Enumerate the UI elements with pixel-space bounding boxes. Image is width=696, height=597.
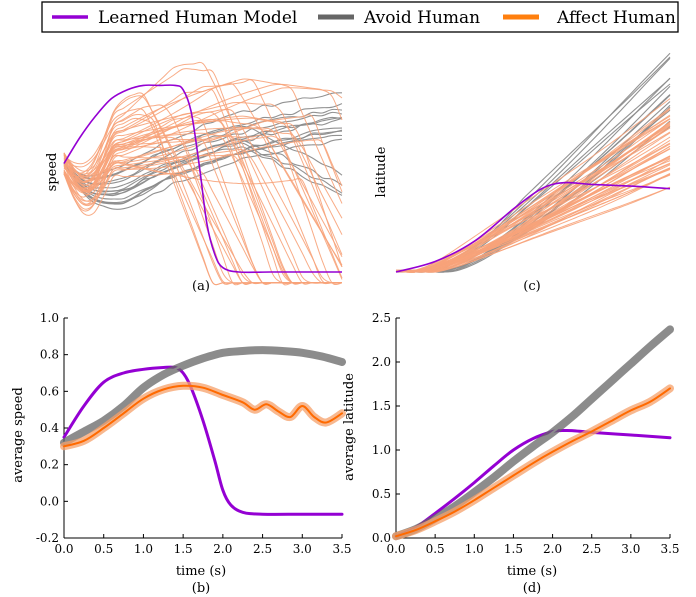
affect-trajectory bbox=[396, 172, 671, 273]
affect-trajectory bbox=[395, 115, 671, 272]
avoid-trajectory bbox=[396, 56, 671, 273]
panel-c-learned-line bbox=[395, 181, 671, 273]
affect-trajectory bbox=[63, 135, 343, 286]
panel-d-x-tick-label: 2.0 bbox=[543, 542, 562, 556]
affect-trajectory bbox=[63, 83, 343, 212]
avoid-trajectory bbox=[395, 77, 671, 272]
panel-d-band-avoid-human bbox=[392, 325, 674, 541]
panel-a-trajectories bbox=[63, 61, 343, 286]
panel-b-x-tick-label: 3.5 bbox=[332, 542, 351, 556]
legend: Learned Human Model Avoid Human Affect H… bbox=[41, 1, 679, 33]
affect-trajectory bbox=[396, 136, 671, 273]
affect-trajectory bbox=[63, 78, 343, 204]
avoid-trajectory bbox=[395, 126, 671, 273]
affect-trajectory bbox=[63, 137, 342, 285]
panel-d-x-tick-label: 3.0 bbox=[621, 542, 640, 556]
panel-d-y-tick-label: 2.5 bbox=[372, 311, 391, 325]
panel-d-line-affect-human bbox=[395, 387, 671, 538]
avoid-trajectory bbox=[63, 139, 343, 195]
panel-c-trajectories bbox=[395, 52, 671, 273]
panel-d: 0.0 0.5 1.0 1.5 2.0 2.5 0.0 0.5 1.0 1.5 2.0 2.5 3.0 3… bbox=[342, 311, 680, 596]
panel-b-y-tick-label: -0.2 bbox=[36, 531, 59, 545]
panel-d-xlabel: time (s) bbox=[507, 564, 557, 579]
affect-trajectory bbox=[396, 186, 671, 273]
panel-d-x-tick-label: 1.5 bbox=[504, 542, 523, 556]
avoid-trajectory bbox=[395, 57, 671, 272]
panel-b-xlabel: time (s) bbox=[176, 564, 226, 579]
panel-b-y-tick-label: 0.8 bbox=[40, 348, 59, 362]
affect-trajectory bbox=[395, 156, 671, 273]
panel-d-y-tick-label: 2.0 bbox=[372, 355, 391, 369]
affect-trajectory bbox=[63, 79, 343, 280]
panel-d-y-tick-label: 0.5 bbox=[372, 487, 391, 501]
panel-b-x-tick-label: 0.0 bbox=[54, 542, 73, 556]
panel-d-y-tick-label: 1.0 bbox=[372, 443, 391, 457]
avoid-trajectory bbox=[396, 94, 671, 273]
panel-d-x-tick-label: 3.5 bbox=[660, 542, 679, 556]
panel-b-y-tick-label: 0.4 bbox=[40, 421, 59, 435]
panel-b-x-tick-label: 0.5 bbox=[94, 542, 113, 556]
panel-d-x-tick-label: 1.0 bbox=[465, 542, 484, 556]
affect-trajectory bbox=[63, 120, 343, 266]
affect-trajectory bbox=[395, 169, 671, 273]
panel-d-x-tick-label: 2.5 bbox=[582, 542, 601, 556]
avoid-trajectory bbox=[63, 116, 343, 192]
affect-trajectory bbox=[63, 126, 343, 219]
panel-a: speed (a) bbox=[45, 61, 343, 294]
panel-d-x-tick-label: 0.0 bbox=[386, 542, 405, 556]
panel-a-learned-line bbox=[63, 84, 342, 274]
panel-b-x-tick-label: 2.5 bbox=[253, 542, 272, 556]
panel-d-caption: (d) bbox=[523, 581, 541, 596]
panel-b-y-tick-label: 0.6 bbox=[40, 384, 59, 398]
panel-b-series bbox=[60, 346, 346, 516]
affect-trajectory bbox=[396, 142, 671, 273]
panel-b-ylabel: average speed bbox=[11, 387, 26, 483]
panel-b: -0.20.00.20.40.60.81.00.0 0.5 1.0 1.5 2.0 2.5… bbox=[11, 311, 352, 596]
legend-box bbox=[41, 1, 679, 33]
legend-label-avoid: Avoid Human bbox=[363, 8, 480, 28]
panel-b-caption: (b) bbox=[192, 581, 210, 596]
affect-trajectory bbox=[396, 127, 671, 273]
panel-c: latitude (c) bbox=[374, 52, 671, 294]
panel-b-x-tick-label: 3.0 bbox=[293, 542, 312, 556]
legend-label-affect: Affect Human bbox=[556, 8, 676, 28]
panel-b-x-tick-label: 1.0 bbox=[134, 542, 153, 556]
panel-c-caption: (c) bbox=[523, 279, 540, 294]
panel-b-y-tick-label: 0.2 bbox=[40, 458, 59, 472]
panel-b-x-tick-label: 2.0 bbox=[213, 542, 232, 556]
panel-b-x-tick-label: 1.5 bbox=[174, 542, 193, 556]
affect-trajectory bbox=[63, 134, 343, 284]
panel-a-ylabel: speed bbox=[45, 153, 60, 192]
legend-label-learned: Learned Human Model bbox=[98, 8, 297, 28]
panel-b-line-affect-human bbox=[63, 384, 343, 448]
affect-trajectory bbox=[396, 109, 671, 273]
panel-b-y-tick-label: 1.0 bbox=[40, 311, 59, 325]
panel-d-series bbox=[392, 325, 674, 541]
avoid-trajectory bbox=[396, 85, 671, 273]
affect-trajectory bbox=[63, 102, 343, 255]
panel-d-y-tick-label: 0.0 bbox=[372, 531, 391, 545]
panel-a-caption: (a) bbox=[192, 279, 210, 294]
affect-trajectory bbox=[63, 108, 342, 286]
panel-d-y-tick-label: 1.5 bbox=[372, 399, 391, 413]
affect-trajectory bbox=[396, 173, 671, 273]
affect-trajectory bbox=[395, 127, 671, 271]
affect-trajectory bbox=[63, 82, 343, 268]
panel-b-axes: -0.20.00.20.40.60.81.00.0 0.5 1.0 1.5 2.0 2.5… bbox=[36, 311, 352, 556]
panel-b-y-tick-label: 0.0 bbox=[40, 494, 59, 508]
avoid-trajectory bbox=[395, 94, 671, 273]
panel-c-ylabel: latitude bbox=[374, 146, 389, 197]
panel-d-ylabel: average latitude bbox=[342, 373, 357, 481]
panel-d-axes: 0.0 0.5 1.0 1.5 2.0 2.5 0.0 0.5 1.0 1.5 2.0 2.5 3.0 3… bbox=[372, 311, 680, 556]
panel-b-line-avoid-human bbox=[63, 349, 343, 444]
panel-d-x-tick-label: 0.5 bbox=[426, 542, 445, 556]
